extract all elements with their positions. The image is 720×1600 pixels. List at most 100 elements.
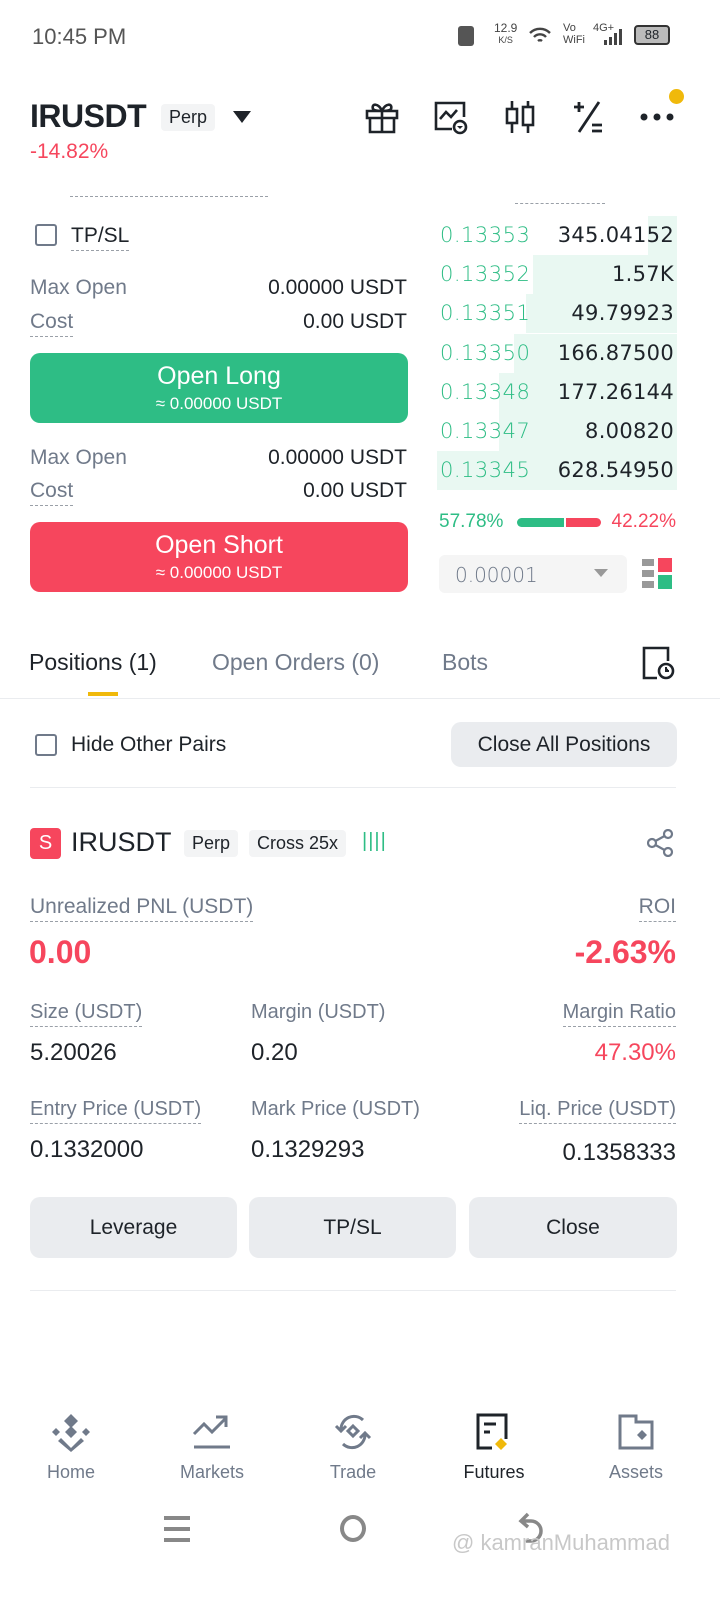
nav-home-label: Home [46,1462,95,1482]
tab-open-orders[interactable]: Open Orders (0) [212,649,380,675]
ask-price: 0.13347 [440,419,531,443]
depth-bar [499,372,677,412]
max-open-long-value: 0.00000 USDT [268,276,407,299]
nav-assets[interactable]: Assets [586,1412,686,1483]
mark-price-label: Mark Price (USDT) [251,1098,420,1120]
adl-indicator: |||| [362,830,387,852]
depth-bar [533,255,677,295]
tpsl-button[interactable]: TP/SL [249,1197,456,1258]
symbol-dropdown-icon[interactable] [232,110,252,124]
vowifi-top: Vo [563,22,576,34]
sell-ratio: 42.22% [611,511,676,532]
margin-mode-badge[interactable]: Cross 25x [249,830,347,857]
share-icon[interactable] [647,829,675,857]
depth-bar [499,412,677,451]
unrealized-pnl-value: 0.00 [29,934,92,970]
size-label[interactable]: Size (USDT) [30,1001,143,1027]
tab-positions[interactable]: Positions (1) [29,649,157,675]
open-short-label: Open Short [155,531,283,559]
symbol-title[interactable]: IRUSDT [30,98,147,134]
hide-other-pairs-label[interactable]: Hide Other Pairs [71,733,227,756]
ask-quantity: 1.57K [611,262,674,287]
gift-icon[interactable] [364,99,400,135]
precision-select[interactable]: 0.00001 [439,555,627,593]
cost-long-value: 0.00 USDT [303,310,407,333]
liq-price-value: 0.1358333 [562,1139,676,1166]
sell-ratio-bar [566,518,601,527]
wifi-icon [529,27,551,43]
order-book-row[interactable]: 0.13345 628.54950 [437,451,677,491]
close-position-button[interactable]: Close [469,1197,677,1258]
notification-dot [669,89,684,104]
open-short-estimate: ≈ 0.00000 USDT [155,563,283,582]
order-book-row[interactable]: 0.13353 345.04152 [437,216,677,255]
watermark: @ kamranMuhammad [452,1530,670,1555]
margin-ratio-label[interactable]: Margin Ratio [562,1001,676,1027]
candlestick-chart-icon[interactable] [503,99,537,135]
network-type: 4G+ [593,22,615,34]
contract-type-badge: Perp [161,104,216,131]
depth-bar [525,294,677,334]
short-side-badge: S [30,828,61,859]
ask-price: 0.13348 [440,379,531,404]
tab-bots[interactable]: Bots [442,649,489,675]
order-book-row[interactable]: 0.13351 49.79923 [437,294,677,334]
nav-trade[interactable]: Trade [303,1412,403,1483]
chevron-down-icon [594,569,608,577]
order-history-icon[interactable] [641,645,675,681]
more-options-icon[interactable] [640,112,674,122]
leverage-button[interactable]: Leverage [30,1197,237,1258]
nav-markets[interactable]: Markets [162,1412,262,1483]
order-book-row[interactable]: 0.13347 8.00820 [437,412,677,451]
nav-assets-label: Assets [608,1462,664,1482]
home-system-icon[interactable] [340,1515,366,1542]
nav-futures-label: Futures [463,1462,525,1482]
price-alert-icon[interactable] [432,99,468,135]
clipped-underline [515,203,605,204]
recent-apps-icon[interactable] [164,1515,190,1543]
close-all-positions-button[interactable]: Close All Positions [451,722,677,767]
cost-long-label[interactable]: Cost [30,310,74,337]
calculator-icon[interactable] [571,99,607,135]
speed-value: 12.9 [494,21,518,35]
markets-chart-icon [192,1415,230,1449]
order-book-row[interactable]: 0.13350 166.87500 [437,333,677,373]
trade-exchange-icon [334,1414,372,1450]
divider [30,787,676,788]
network-speed: 12.9 K/S [494,22,517,46]
battery-icon: 88 [634,25,670,45]
hide-other-pairs-checkbox[interactable] [35,734,57,756]
assets-wallet-icon [618,1414,654,1450]
ask-quantity: 345.04152 [557,223,674,247]
roi-label[interactable]: ROI [638,895,676,922]
unrealized-pnl-label[interactable]: Unrealized PNL (USDT) [30,895,254,922]
active-tab-indicator [88,692,118,696]
entry-price-label[interactable]: Entry Price (USDT) [30,1098,202,1124]
nav-futures[interactable]: Futures [444,1412,544,1483]
open-short-button[interactable]: Open Short ≈ 0.00000 USDT [30,522,408,592]
buy-ratio-bar [517,518,564,527]
order-book-row[interactable]: 0.13348 177.26144 [437,372,677,412]
liq-price-label[interactable]: Liq. Price (USDT) [519,1098,676,1124]
position-symbol[interactable]: IRUSDT [71,827,172,857]
margin-value: 0.20 [251,1039,298,1066]
cost-short-value: 0.00 USDT [303,479,407,502]
tpsl-label[interactable]: TP/SL [71,224,130,251]
speed-unit: K/S [498,35,513,45]
open-long-button[interactable]: Open Long ≈ 0.00000 USDT [30,353,408,423]
back-icon[interactable] [518,1512,546,1546]
tabs-divider [0,698,720,699]
tpsl-checkbox[interactable] [35,224,57,246]
nav-trade-label: Trade [329,1462,377,1482]
ask-price: 0.13353 [440,223,531,247]
roi-value: -2.63% [574,934,676,970]
cost-short-label[interactable]: Cost [30,479,74,506]
order-book-layout-icon[interactable] [642,558,674,590]
entry-price-value: 0.1332000 [30,1136,144,1163]
divider [30,1290,676,1291]
open-long-estimate: ≈ 0.00000 USDT [155,394,283,413]
nav-home[interactable]: Home [21,1412,121,1483]
depth-bar [437,451,677,491]
order-book-row[interactable]: 0.13352 1.57K [437,255,677,295]
status-time: 10:45 PM [32,24,127,49]
